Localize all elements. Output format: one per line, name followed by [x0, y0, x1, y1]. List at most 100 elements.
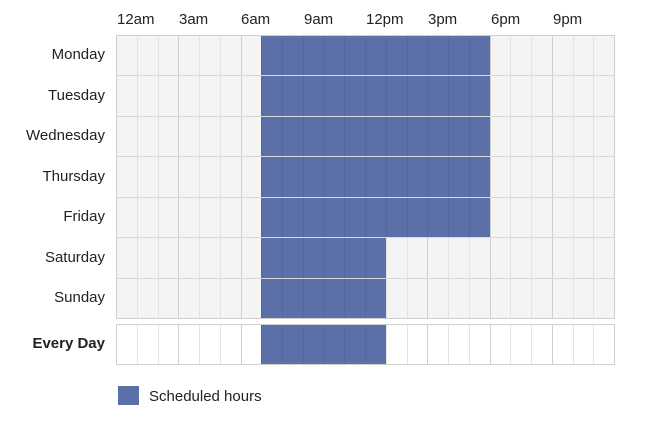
- hour-cell[interactable]: [323, 36, 345, 76]
- hour-cell[interactable]: [261, 325, 282, 364]
- hour-cell[interactable]: [323, 116, 345, 157]
- hour-cell[interactable]: [531, 197, 552, 238]
- hour-cell[interactable]: [323, 278, 345, 318]
- hour-cell[interactable]: [572, 76, 594, 116]
- hour-cell[interactable]: [240, 238, 262, 278]
- hour-cell[interactable]: [427, 157, 448, 197]
- hour-cell[interactable]: [468, 278, 490, 318]
- hour-cell[interactable]: [593, 278, 614, 318]
- hour-cell[interactable]: [157, 76, 179, 116]
- hour-cell[interactable]: [178, 197, 199, 238]
- hour-cell[interactable]: [261, 76, 282, 116]
- hour-cell[interactable]: [365, 76, 386, 116]
- hour-cell[interactable]: [448, 36, 469, 76]
- hour-cell[interactable]: [427, 36, 448, 76]
- hour-cell[interactable]: [406, 157, 428, 197]
- hour-cell[interactable]: [468, 325, 490, 364]
- hour-cell[interactable]: [468, 76, 490, 116]
- hour-cell[interactable]: [448, 197, 469, 238]
- hour-cell[interactable]: [468, 197, 490, 238]
- hour-cell[interactable]: [406, 278, 428, 318]
- hour-cell[interactable]: [365, 238, 386, 278]
- hour-cell[interactable]: [136, 278, 158, 318]
- hour-cell[interactable]: [261, 157, 282, 197]
- hour-cell[interactable]: [510, 76, 531, 116]
- hour-cell[interactable]: [219, 197, 241, 238]
- hour-cell[interactable]: [572, 157, 594, 197]
- hour-cell[interactable]: [385, 76, 407, 116]
- hour-cell[interactable]: [219, 325, 241, 364]
- hour-cell[interactable]: [489, 76, 511, 116]
- hour-cell[interactable]: [593, 238, 614, 278]
- hour-cell[interactable]: [344, 238, 365, 278]
- hour-cell[interactable]: [302, 278, 324, 318]
- hour-cell[interactable]: [448, 325, 469, 364]
- hour-cell[interactable]: [531, 116, 552, 157]
- hour-cell[interactable]: [323, 197, 345, 238]
- hour-cell[interactable]: [178, 157, 199, 197]
- hour-cell[interactable]: [117, 157, 137, 197]
- hour-cell[interactable]: [219, 116, 241, 157]
- hour-cell[interactable]: [448, 238, 469, 278]
- hour-cell[interactable]: [531, 278, 552, 318]
- hour-cell[interactable]: [572, 116, 594, 157]
- hour-cell[interactable]: [510, 238, 531, 278]
- hour-cell[interactable]: [406, 238, 428, 278]
- hour-cell[interactable]: [593, 76, 614, 116]
- hour-cell[interactable]: [551, 238, 573, 278]
- hour-cell[interactable]: [468, 116, 490, 157]
- hour-cell[interactable]: [240, 36, 262, 76]
- hour-cell[interactable]: [178, 278, 199, 318]
- hour-cell[interactable]: [406, 197, 428, 238]
- hour-cell[interactable]: [157, 36, 179, 76]
- hour-cell[interactable]: [385, 238, 407, 278]
- hour-cell[interactable]: [117, 76, 137, 116]
- hour-cell[interactable]: [427, 278, 448, 318]
- hour-cell[interactable]: [261, 278, 282, 318]
- hour-cell[interactable]: [593, 36, 614, 76]
- hour-cell[interactable]: [427, 116, 448, 157]
- hour-cell[interactable]: [240, 278, 262, 318]
- hour-cell[interactable]: [323, 325, 345, 364]
- hour-cell[interactable]: [572, 278, 594, 318]
- hour-cell[interactable]: [302, 116, 324, 157]
- hour-cell[interactable]: [178, 36, 199, 76]
- hour-cell[interactable]: [136, 116, 158, 157]
- hour-cell[interactable]: [489, 238, 511, 278]
- hour-cell[interactable]: [531, 325, 552, 364]
- hour-cell[interactable]: [199, 116, 220, 157]
- hour-cell[interactable]: [219, 238, 241, 278]
- hour-cell[interactable]: [282, 76, 303, 116]
- hour-cell[interactable]: [510, 197, 531, 238]
- hour-cell[interactable]: [427, 76, 448, 116]
- hour-cell[interactable]: [385, 157, 407, 197]
- hour-cell[interactable]: [117, 197, 137, 238]
- hour-cell[interactable]: [572, 197, 594, 238]
- hour-cell[interactable]: [531, 157, 552, 197]
- hour-cell[interactable]: [365, 197, 386, 238]
- hour-cell[interactable]: [219, 36, 241, 76]
- hour-cell[interactable]: [365, 278, 386, 318]
- hour-cell[interactable]: [468, 238, 490, 278]
- hour-cell[interactable]: [489, 157, 511, 197]
- hour-cell[interactable]: [219, 157, 241, 197]
- hour-cell[interactable]: [199, 278, 220, 318]
- hour-cell[interactable]: [344, 116, 365, 157]
- hour-cell[interactable]: [406, 325, 428, 364]
- hour-cell[interactable]: [531, 238, 552, 278]
- hour-cell[interactable]: [178, 116, 199, 157]
- hour-cell[interactable]: [302, 157, 324, 197]
- hour-cell[interactable]: [199, 197, 220, 238]
- hour-cell[interactable]: [468, 36, 490, 76]
- hour-cell[interactable]: [572, 36, 594, 76]
- hour-cell[interactable]: [551, 157, 573, 197]
- hour-cell[interactable]: [572, 325, 594, 364]
- hour-cell[interactable]: [178, 325, 199, 364]
- hour-cell[interactable]: [489, 197, 511, 238]
- hour-cell[interactable]: [117, 116, 137, 157]
- hour-cell[interactable]: [510, 157, 531, 197]
- hour-cell[interactable]: [510, 36, 531, 76]
- hour-cell[interactable]: [593, 157, 614, 197]
- hour-cell[interactable]: [448, 278, 469, 318]
- hour-cell[interactable]: [199, 157, 220, 197]
